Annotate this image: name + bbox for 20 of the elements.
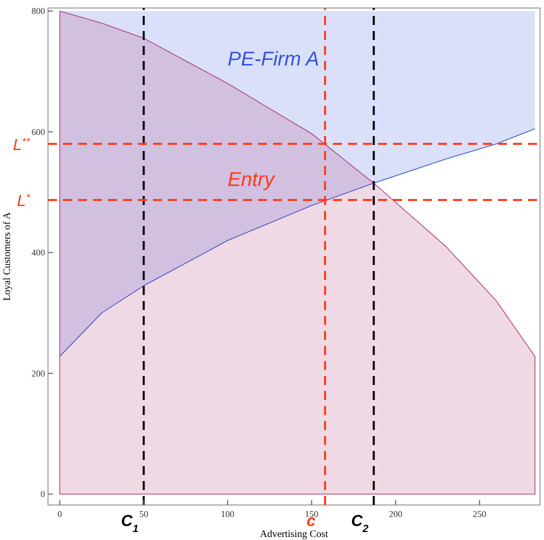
series-label: Entry (228, 169, 276, 192)
y-tick-label: 400 (32, 248, 46, 258)
x-tick-label: 0 (58, 509, 63, 519)
line-series (59, 128, 536, 357)
ref-line-label: L$^{**}$ (13, 136, 31, 154)
y-tick-label: 200 (32, 368, 46, 378)
x-tick-label: 150 (304, 509, 319, 519)
y-tick-label: 800 (32, 6, 46, 16)
y-tick-label: 600 (32, 126, 46, 137)
x-axis-title: Advertising Cost (260, 529, 328, 540)
x-tick-label: 250 (472, 509, 487, 519)
ref-line-label: L$^{*}$ (17, 192, 31, 210)
x-tick-label: 100 (220, 509, 235, 519)
y-tick-label: 0 (40, 489, 46, 500)
ref-line-label: C$_{1}$ (121, 513, 139, 534)
text: PE-Firm A (228, 48, 320, 70)
x-tick-label: 50 (139, 509, 149, 519)
ref-line-label: C$_{2}$ (351, 513, 369, 534)
x-tick-label: 200 (388, 509, 403, 519)
y-axis-title: Loyal Customers of A (2, 211, 13, 301)
